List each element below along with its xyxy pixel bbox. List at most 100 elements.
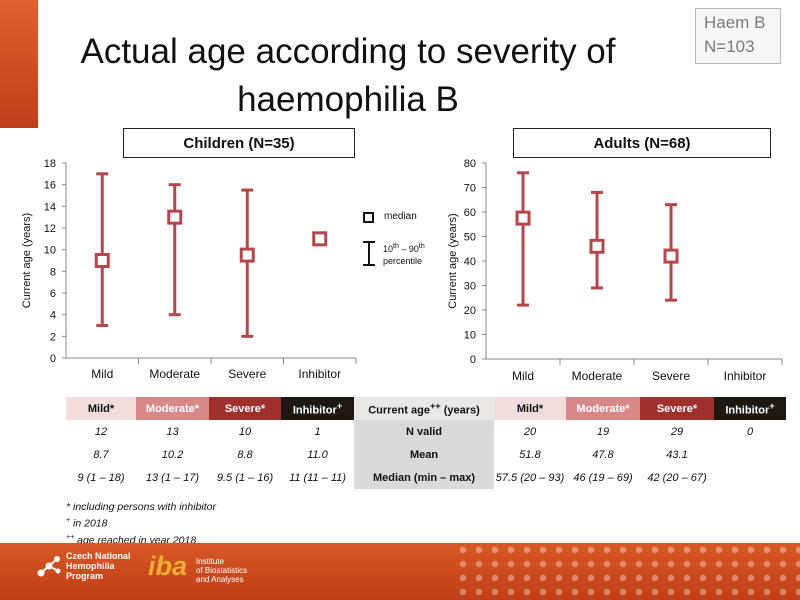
adults-chart-title: Adults (N=68) [513, 128, 771, 158]
children-y-tick-label: 6 [50, 288, 56, 300]
sample-size-tag: Haem B N=103 [695, 8, 781, 64]
children-y-tick-label: 2 [50, 331, 56, 343]
corner-accent [0, 0, 38, 128]
children-median-marker [167, 209, 183, 225]
adults-median-marker [515, 210, 531, 226]
table-row: 9 (1 – 18) 13 (1 – 17) 9.5 (1 – 16) 11 (… [66, 466, 786, 489]
adults-category-label: Mild [512, 369, 534, 383]
cell: 12 [94, 425, 108, 438]
adults-y-tick-label: 60 [464, 207, 476, 219]
cell [714, 466, 786, 489]
th-children-severe: Severe* [209, 397, 281, 420]
children-y-tick-label: 16 [44, 180, 56, 192]
cnhp-line3: Program [66, 571, 104, 581]
th-adults-mild: Mild* [494, 397, 566, 420]
cnhp-line2: Hemophilia [66, 561, 115, 571]
cell: 0 [746, 425, 754, 438]
legend-range-label-b: – 90 [398, 244, 419, 254]
footnote-1: * including persons with inhibitor [66, 501, 216, 513]
adults-category-label: Inhibitor [724, 369, 767, 383]
th-current-age-sup: ++ [429, 400, 441, 411]
children-chart-title: Children (N=35) [123, 128, 355, 158]
row-label: N valid [354, 420, 494, 443]
cell: 43.1 [666, 448, 688, 461]
th-adults-inhibitor-sup: + [769, 400, 775, 411]
th-adults-severe: Severe* [640, 397, 714, 420]
table-row: 8.7 10.2 8.8 11.0 Mean 51.8 47.8 43.1 [66, 443, 786, 466]
adults-median-marker [663, 248, 679, 264]
table-row: 12 13 10 1 N valid 20 19 29 0 [66, 420, 786, 443]
adults-category-label: Moderate [572, 369, 623, 383]
cnhp-line1: Czech National [66, 551, 131, 561]
table-header-row: Mild* Moderate* Severe* Inhibitor+ Curre… [66, 397, 786, 420]
adults-y-tick-label: 10 [464, 330, 476, 342]
legend-range-label-a: 10 [383, 244, 394, 254]
slide-title-line1: Actual age according to severity of [80, 32, 616, 71]
th-children-mild: Mild* [66, 397, 136, 420]
sample-size-tag-line2: N=103 [704, 37, 755, 56]
row-label: Mean [354, 443, 494, 466]
legend-range-label-b-sup: th [418, 243, 425, 250]
cell: 19 [596, 425, 610, 438]
th-children-inhibitor-text: Inhibitor [292, 404, 337, 417]
cell: 9 (1 – 18) [77, 471, 125, 484]
adults-y-tick-label: 0 [470, 354, 476, 366]
cell: 46 (19 – 69) [573, 471, 633, 484]
cell: 47.8 [592, 448, 614, 461]
adults-y-tick-label: 20 [464, 305, 476, 317]
legend-median-marker [363, 212, 374, 223]
cell: 11.0 [307, 448, 328, 461]
iba-line2: of Biostatistics [196, 566, 248, 575]
adults-y-tick-label: 40 [464, 256, 476, 268]
slide-title-line2: haemophilia B [237, 80, 459, 119]
slide-title: Actual age according to severity of haem… [48, 28, 648, 124]
footnote-2-text: in 2018 [70, 517, 108, 530]
th-children-inhibitor: Inhibitor+ [281, 397, 354, 420]
th-children-moderate: Moderate* [136, 397, 209, 420]
children-median-marker [94, 253, 110, 268]
footnotes: * including persons with inhibitor + in … [66, 500, 216, 547]
adults-y-tick-label: 80 [464, 158, 476, 170]
cell: 1 [314, 425, 321, 438]
children-median-marker [239, 247, 255, 263]
legend-range-label-a-sup: th [393, 243, 399, 250]
cnhp-logo-text: Czech National Hemophilia Program [66, 551, 131, 581]
th-current-age-text: Current age [368, 404, 430, 417]
cell: 10.2 [161, 448, 184, 461]
cell: 29 [670, 425, 684, 438]
children-category-label: Mild [91, 367, 113, 381]
iba-logo: iba [148, 551, 188, 581]
adults-y-axis-label: Current age (years) [447, 213, 459, 308]
children-y-tick-label: 18 [44, 158, 56, 170]
cell: 51.8 [519, 448, 541, 461]
children-y-tick-label: 0 [50, 353, 56, 365]
cell: 20 [523, 425, 537, 438]
th-adults-moderate: Moderate* [566, 397, 640, 420]
adults-y-tick-label: 70 [464, 183, 476, 195]
th-adults-inhibitor-text: Inhibitor [725, 404, 770, 417]
cell: 8.7 [93, 448, 109, 461]
cell: 57.5 (20 – 93) [495, 471, 565, 484]
children-category-label: Moderate [149, 367, 200, 381]
children-y-axis-label: Current age (years) [21, 213, 33, 308]
children-y-tick-label: 12 [44, 223, 56, 235]
cell: 13 (1 – 17) [145, 471, 200, 484]
footnote-2: + in 2018 [66, 514, 216, 531]
adults-category-label: Severe [652, 369, 690, 383]
summary-table: Mild* Moderate* Severe* Inhibitor+ Curre… [66, 397, 786, 489]
legend-range-icon [363, 241, 375, 266]
children-y-tick-label: 8 [50, 266, 56, 278]
th-current-age-suffix: (years) [440, 404, 480, 417]
cell: 13 [166, 425, 179, 438]
th-current-age: Current age++ (years) [354, 397, 494, 420]
th-adults-inhibitor: Inhibitor+ [714, 397, 786, 420]
children-category-label: Inhibitor [298, 367, 341, 381]
children-y-tick-label: 4 [50, 310, 56, 322]
adults-median-marker [589, 238, 605, 254]
children-y-tick-label: 10 [44, 245, 56, 257]
children-category-label: Severe [228, 367, 266, 381]
footer-bar [0, 543, 800, 600]
sample-size-tag-line1: Haem B [704, 13, 766, 32]
cell: 8.8 [237, 448, 253, 461]
